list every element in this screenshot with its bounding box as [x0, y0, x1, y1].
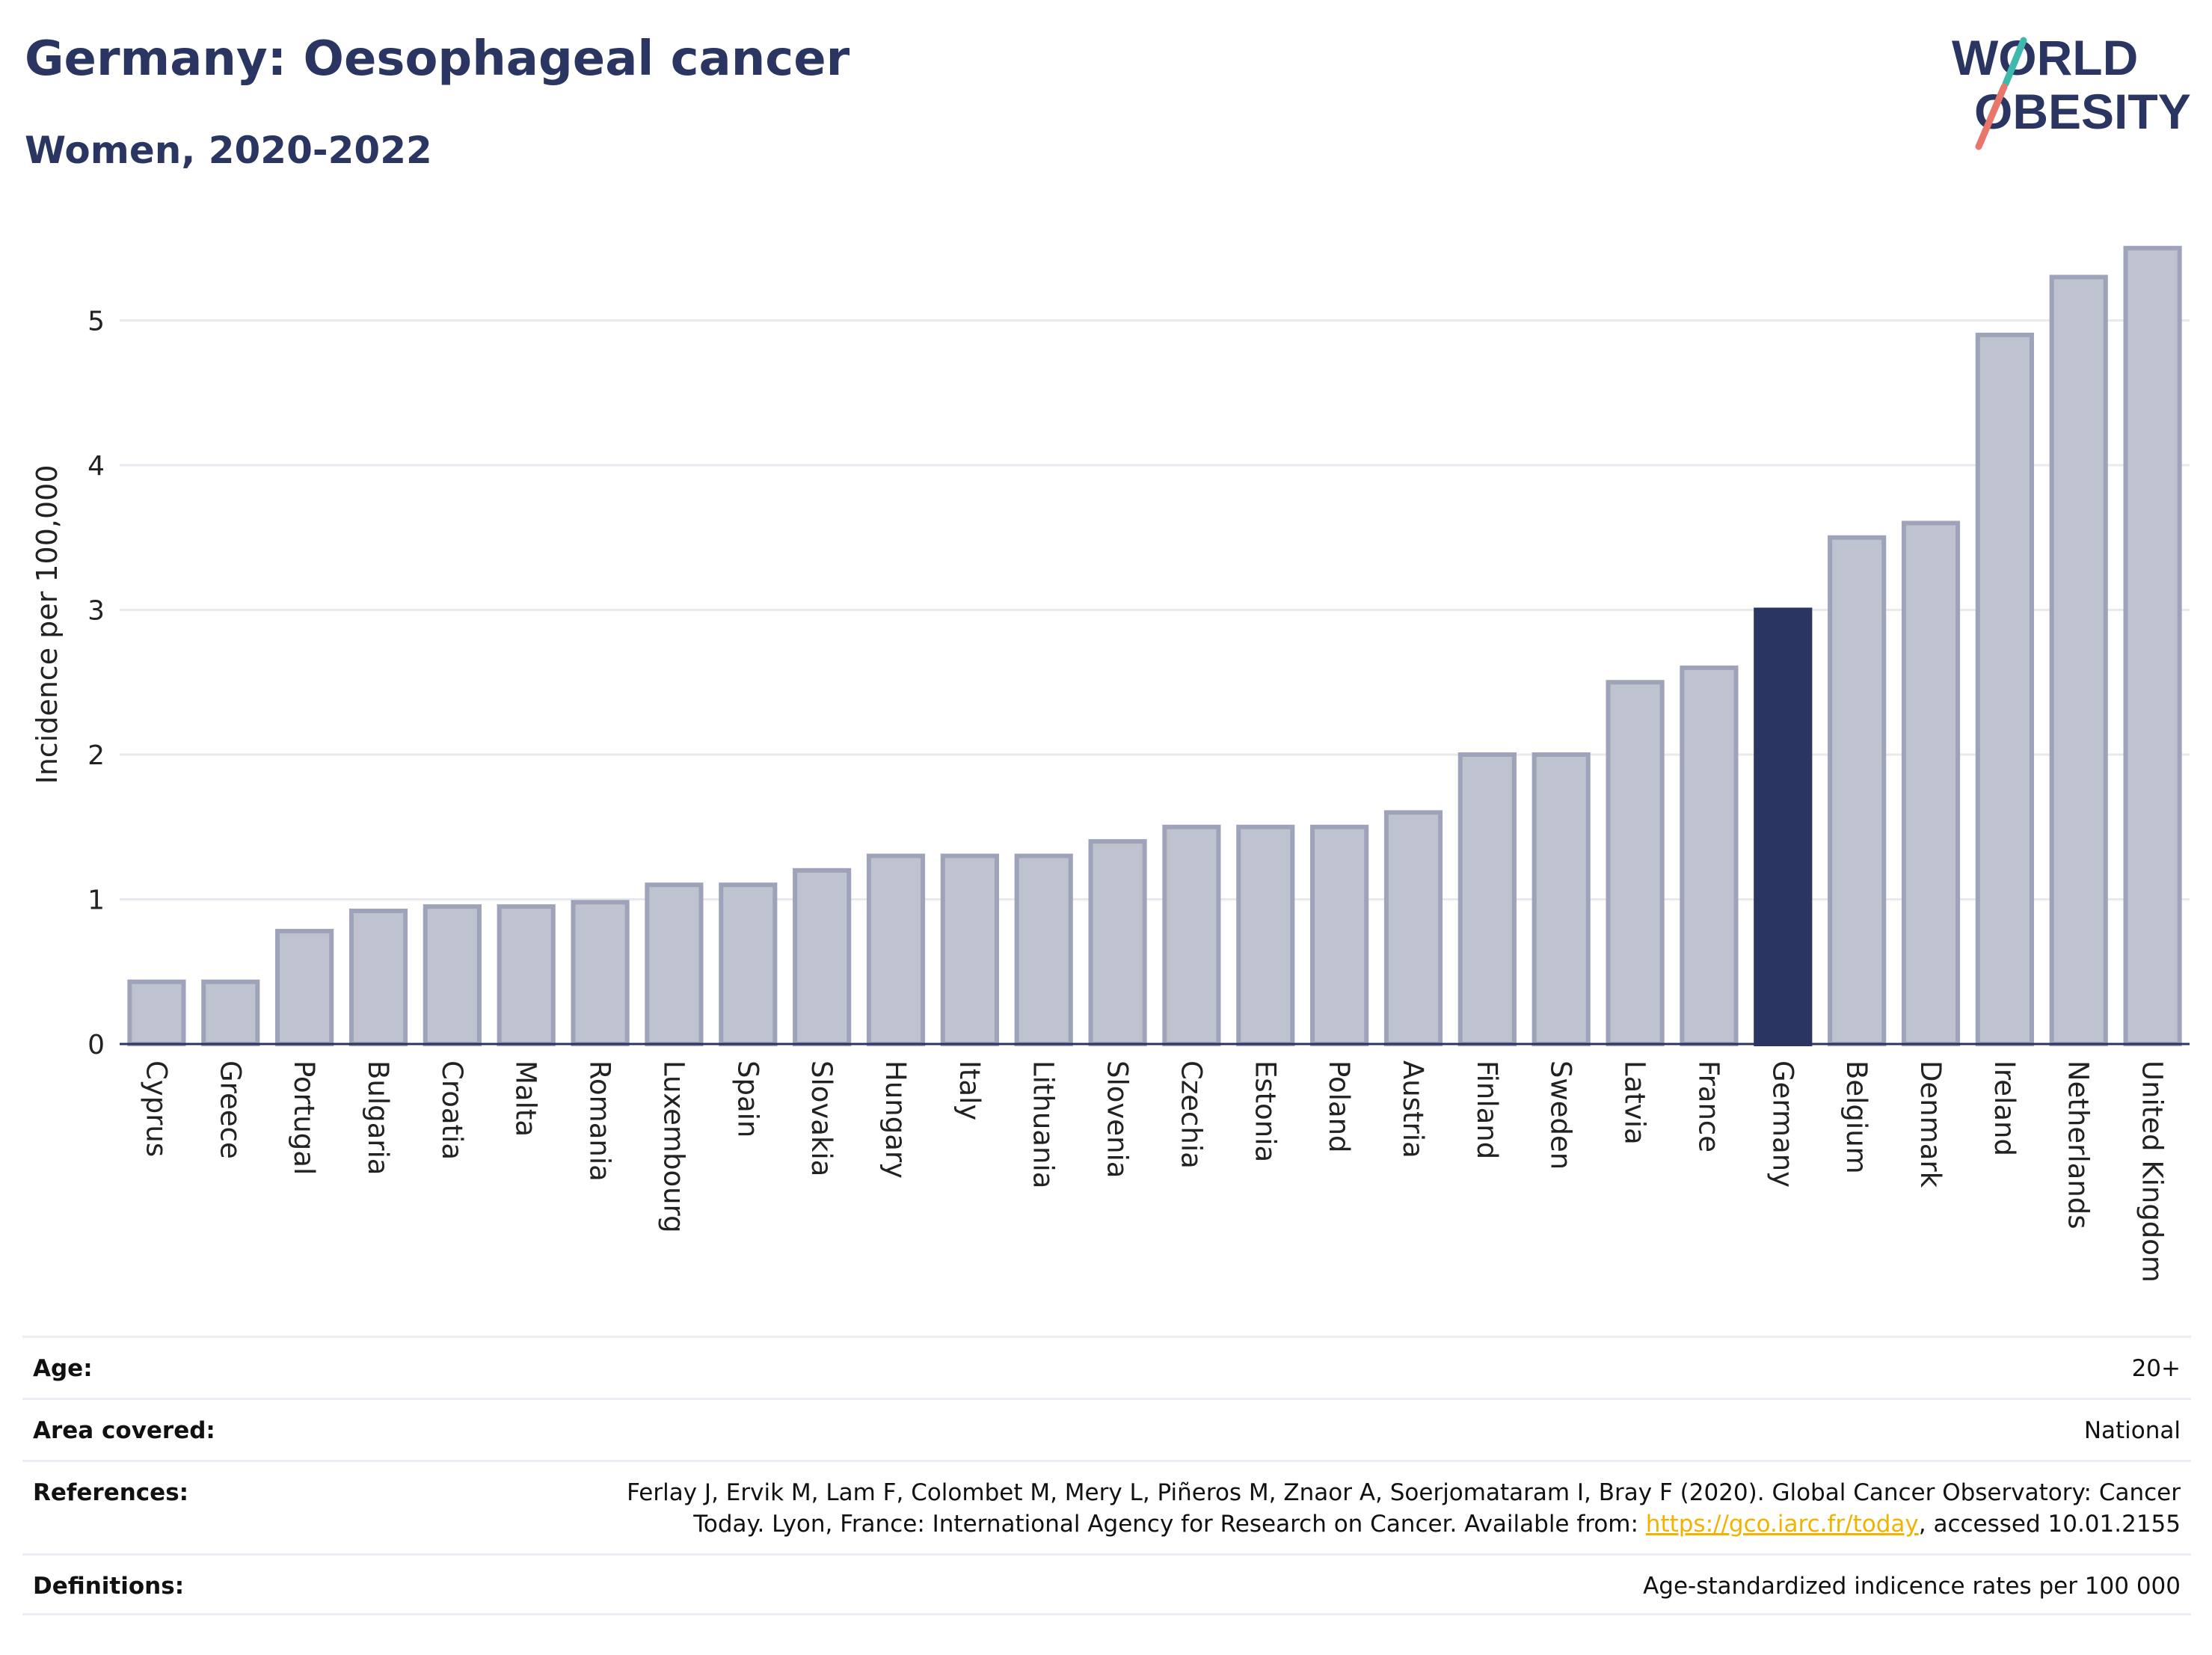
x-tick-label: Slovenia	[1102, 1060, 1134, 1178]
x-tick-label: Luxembourg	[657, 1060, 689, 1233]
bar-cyprus	[127, 979, 186, 1047]
y-tick-label: 1	[87, 885, 105, 916]
logo-slash-teal	[2002, 37, 2027, 87]
y-tick-label: 2	[87, 740, 105, 771]
x-tick-label: Italy	[953, 1060, 986, 1120]
bar-sweden	[1531, 752, 1591, 1046]
bar-latvia	[1606, 680, 1665, 1046]
bar-romania	[571, 900, 630, 1046]
meta-label-definitions: Definitions:	[33, 1573, 185, 1600]
x-tick-label: Sweden	[1545, 1060, 1577, 1170]
meta-row-area: Area covered: National	[22, 1398, 2191, 1460]
meta-row-definitions: Definitions: Age-standardized indicence …	[22, 1553, 2191, 1615]
bars	[127, 245, 2182, 1047]
bar-lithuania	[1014, 853, 1073, 1046]
x-tick-label: Malta	[510, 1060, 542, 1137]
meta-value-area: National	[2083, 1417, 2181, 1444]
x-tick-label: Lithuania	[1027, 1060, 1060, 1188]
x-tick-label: Poland	[1323, 1060, 1355, 1153]
meta-label-references: References:	[33, 1479, 189, 1506]
meta-value-age: 20+	[2131, 1355, 2181, 1382]
reference-link[interactable]: https://gco.iarc.fr/today	[1645, 1511, 1919, 1538]
metadata-table: Age: 20+ Area covered: National Referenc…	[22, 1336, 2191, 1615]
bar-portugal	[275, 929, 334, 1046]
bar-united-kingdom	[2123, 245, 2182, 1046]
reference-line-2-post: , accessed 10.01.2155	[1918, 1511, 2181, 1538]
meta-label-age: Age:	[33, 1355, 93, 1382]
chart-subtitle: Women, 2020-2022	[25, 129, 432, 172]
bar-croatia	[423, 904, 482, 1047]
bar-ireland	[1975, 332, 2034, 1047]
x-tick-label: Austria	[1397, 1060, 1429, 1158]
logo-slash-coral	[1975, 83, 2008, 150]
x-tick-label: France	[1692, 1060, 1724, 1152]
bar-slovenia	[1088, 839, 1147, 1046]
y-axis-label: Incidence per 100,000	[31, 464, 64, 784]
x-tick-label: United Kingdom	[2136, 1060, 2169, 1283]
bar-bulgaria	[348, 908, 408, 1046]
meta-value-definitions: Age-standardized indicence rates per 100…	[1643, 1573, 2181, 1600]
logo-word-obesity: OBESITY	[1974, 84, 2191, 139]
x-tick-label: Denmark	[1914, 1060, 1947, 1188]
bar-malta	[497, 904, 556, 1047]
x-tick-label: Portugal	[288, 1060, 320, 1175]
bar-chart: 0 1 2 3 4 5 Cyprus Greece Portugal Bulgaria Croat…	[31, 245, 2190, 1283]
bar-france	[1680, 665, 1739, 1047]
meta-row-age: Age: 20+	[22, 1336, 2191, 1398]
world-obesity-logo: WORLD OBESITY	[1952, 30, 2191, 150]
bar-belgium	[1828, 535, 1887, 1046]
bar-denmark	[1901, 521, 1961, 1046]
logo-word-world: WORLD	[1952, 30, 2138, 85]
reference-line-2-pre: Today. Lyon, France: International Agenc…	[693, 1511, 1646, 1538]
bar-slovakia	[793, 868, 852, 1047]
x-tick-label: Netherlands	[2062, 1060, 2095, 1229]
meta-row-references: References: Ferlay J, Ervik M, Lam F, Co…	[22, 1460, 2191, 1553]
x-tick-label: Latvia	[1619, 1060, 1651, 1145]
x-tick-label: Hungary	[879, 1060, 912, 1179]
x-tick-label: Czechia	[1175, 1060, 1207, 1169]
y-tick-label: 3	[87, 596, 105, 627]
x-tick-label: Cyprus	[140, 1060, 172, 1157]
meta-value-references: Ferlay J, Ervik M, Lam F, Colombet M, Me…	[627, 1477, 2181, 1540]
x-tick-label: Romania	[584, 1060, 616, 1182]
x-tick-label: Bulgaria	[362, 1060, 394, 1175]
bar-czechia	[1162, 824, 1221, 1046]
x-tick-labels: Cyprus Greece Portugal Bulgaria Croatia Malta…	[140, 1060, 2168, 1283]
x-tick-label: Germany	[1766, 1060, 1798, 1188]
x-tick-label: Croatia	[436, 1060, 468, 1160]
meta-label-area: Area covered:	[33, 1417, 215, 1444]
bar-estonia	[1236, 824, 1295, 1046]
chart-title: Germany: Oesophageal cancer	[25, 31, 850, 87]
x-tick-label: Spain	[731, 1060, 764, 1137]
bar-finland	[1457, 752, 1517, 1046]
bar-spain	[719, 882, 778, 1047]
y-tick-label: 5	[87, 307, 105, 337]
x-tick-label: Estonia	[1249, 1060, 1281, 1162]
bar-luxembourg	[645, 882, 704, 1047]
x-tick-label: Finland	[1471, 1060, 1503, 1159]
y-tick-label: 4	[87, 451, 105, 482]
bar-austria	[1383, 810, 1443, 1047]
bar-netherlands	[2049, 274, 2108, 1047]
x-tick-label: Slovakia	[805, 1060, 838, 1176]
bar-italy	[940, 853, 999, 1046]
y-tick-label: 0	[87, 1030, 105, 1060]
bar-germany	[1754, 607, 1813, 1046]
x-tick-label: Ireland	[1988, 1060, 2021, 1156]
bar-poland	[1310, 824, 1369, 1046]
bar-greece	[201, 979, 260, 1047]
reference-line-1: Ferlay J, Ervik M, Lam F, Colombet M, Me…	[627, 1479, 2181, 1506]
x-tick-label: Belgium	[1840, 1060, 1872, 1174]
x-tick-label: Greece	[214, 1060, 246, 1159]
y-tick-labels: 0 1 2 3 4 5	[87, 307, 105, 1061]
bar-hungary	[866, 853, 926, 1046]
